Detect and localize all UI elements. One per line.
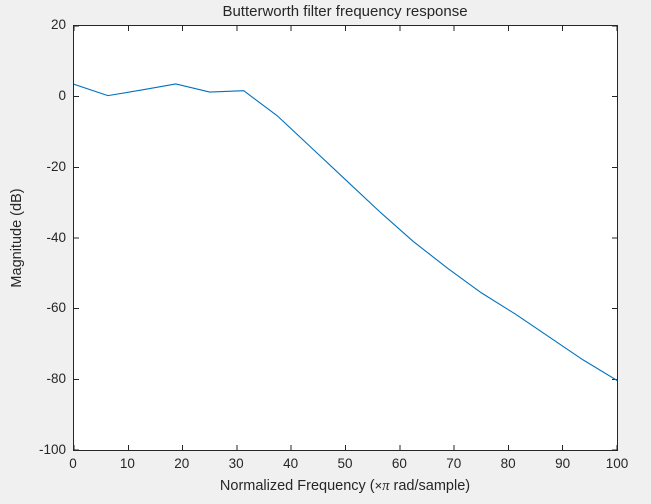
x-tick-label: 10: [119, 456, 135, 471]
x-tick-label: 30: [228, 456, 244, 471]
plot-canvas: [74, 26, 617, 450]
x-tick-label: 90: [555, 456, 571, 471]
x-axis-label-pre: Normalized Frequency (: [219, 478, 375, 494]
x-tick-label: 0: [69, 456, 77, 471]
x-tick-label: 20: [174, 456, 190, 471]
pi-symbol: π: [382, 478, 390, 494]
x-tick-label: 60: [391, 456, 407, 471]
x-tick-label: 70: [446, 456, 462, 471]
x-tick-label: 100: [605, 456, 629, 471]
x-axis-label-post: rad/sample): [389, 478, 471, 494]
y-tick-label: -100: [38, 442, 66, 457]
x-axis-label: Normalized Frequency (×π rad/sample): [73, 478, 617, 495]
y-tick-label: -80: [46, 371, 66, 387]
tick-marks: [74, 26, 617, 450]
chart-title: Butterworth filter frequency response: [222, 3, 468, 20]
frequency-response-curve: [74, 83, 617, 381]
y-tick-label: -40: [46, 229, 66, 245]
y-tick-label: 0: [58, 87, 66, 103]
y-tick-label: -60: [46, 300, 66, 316]
y-tick-label: -20: [46, 158, 66, 174]
x-tick-label: 40: [283, 456, 299, 471]
x-tick-label: 50: [337, 456, 353, 471]
plot-area: [73, 25, 618, 451]
times-symbol: ×: [374, 478, 383, 493]
x-tick-label: 80: [500, 456, 516, 471]
y-tick-label: 20: [50, 17, 66, 32]
